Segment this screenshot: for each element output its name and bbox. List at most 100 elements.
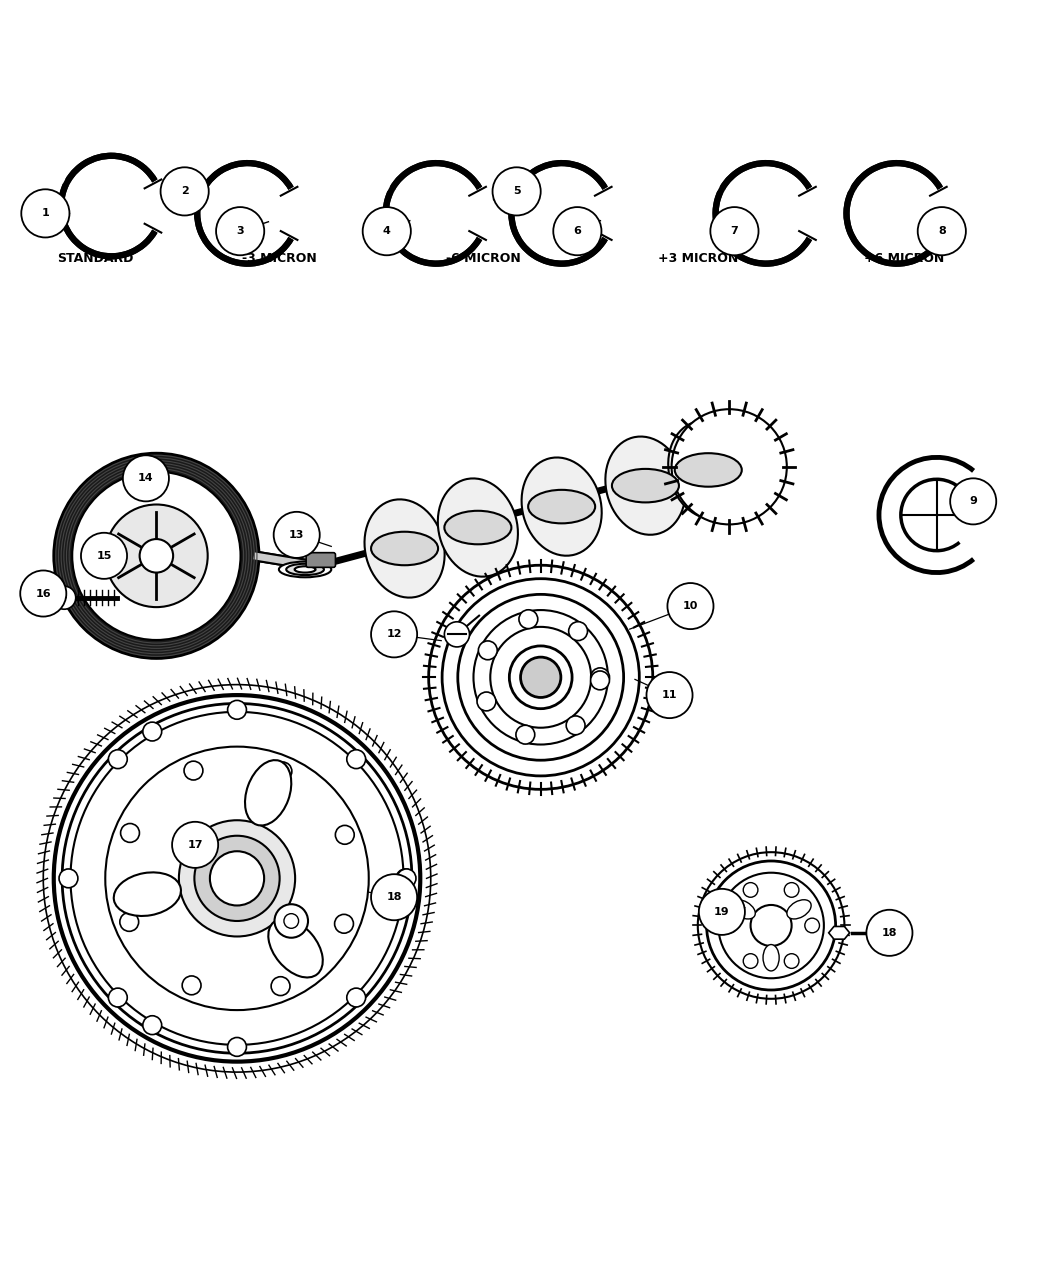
Circle shape [335,825,354,844]
Text: 4: 4 [383,226,391,236]
Circle shape [346,750,365,769]
Circle shape [866,910,912,956]
Circle shape [477,692,496,711]
Text: 5: 5 [512,186,521,196]
Circle shape [346,988,365,1007]
Polygon shape [27,588,55,608]
Ellipse shape [295,566,316,572]
Circle shape [108,988,127,1007]
Text: +3 MICRON: +3 MICRON [657,252,738,265]
Circle shape [569,622,588,640]
Text: 12: 12 [386,630,402,639]
Circle shape [273,762,292,780]
Circle shape [479,641,498,659]
Text: 10: 10 [682,601,698,611]
Text: 18: 18 [386,892,402,903]
FancyBboxPatch shape [307,552,335,567]
Circle shape [194,835,279,921]
Circle shape [178,820,295,936]
Text: 13: 13 [289,530,304,539]
Text: 17: 17 [187,840,203,850]
Circle shape [21,189,69,237]
Circle shape [140,539,173,572]
Circle shape [950,478,996,524]
Text: 11: 11 [662,690,677,700]
Circle shape [20,570,66,617]
Circle shape [428,565,653,789]
Circle shape [784,882,799,898]
Circle shape [698,852,844,998]
Circle shape [397,870,416,887]
Ellipse shape [668,421,749,519]
Ellipse shape [364,500,444,598]
Circle shape [711,207,758,255]
Circle shape [371,611,417,658]
Circle shape [121,824,140,843]
Circle shape [553,207,602,255]
Ellipse shape [444,511,511,544]
Text: 16: 16 [36,589,51,598]
Circle shape [72,472,240,640]
Circle shape [521,657,561,697]
Ellipse shape [528,490,595,523]
Circle shape [172,822,218,868]
Circle shape [590,671,609,690]
Circle shape [371,875,417,921]
Circle shape [804,918,819,933]
Circle shape [143,722,162,741]
Circle shape [743,954,758,969]
Ellipse shape [763,945,779,972]
Ellipse shape [279,561,331,578]
Circle shape [492,167,541,215]
Circle shape [120,913,139,931]
Text: 3: 3 [236,226,244,236]
Text: 15: 15 [97,551,111,561]
Circle shape [228,1038,247,1056]
Circle shape [284,914,298,928]
Circle shape [647,672,693,718]
Circle shape [743,882,758,898]
Circle shape [81,533,127,579]
Ellipse shape [438,478,518,576]
Circle shape [52,586,76,609]
Ellipse shape [606,436,686,534]
Circle shape [566,717,585,734]
Circle shape [699,889,744,935]
Text: 8: 8 [938,226,946,236]
Circle shape [396,870,415,887]
Circle shape [335,914,354,933]
Text: 9: 9 [969,496,978,506]
Circle shape [182,975,201,994]
Ellipse shape [522,458,602,556]
Circle shape [784,954,799,969]
Circle shape [751,905,792,946]
Circle shape [274,511,320,558]
Circle shape [274,904,308,937]
Text: 18: 18 [882,928,897,938]
Circle shape [918,207,966,255]
Circle shape [54,453,259,658]
Circle shape [516,725,534,745]
Circle shape [228,700,247,719]
Ellipse shape [269,919,322,978]
Circle shape [161,167,209,215]
Circle shape [108,750,127,769]
Text: 14: 14 [139,473,153,483]
Polygon shape [828,927,849,940]
Circle shape [722,918,737,933]
Circle shape [591,668,609,687]
Circle shape [668,583,714,629]
Ellipse shape [113,872,181,915]
Text: STANDARD: STANDARD [58,252,133,265]
Circle shape [271,977,290,996]
Ellipse shape [287,564,324,575]
Text: 7: 7 [731,226,738,236]
Text: -6 MICRON: -6 MICRON [446,252,521,265]
Ellipse shape [371,532,438,565]
Ellipse shape [612,469,679,502]
Circle shape [123,455,169,501]
Circle shape [210,852,265,905]
Circle shape [143,1016,162,1034]
Text: 6: 6 [573,226,582,236]
Circle shape [444,622,469,646]
